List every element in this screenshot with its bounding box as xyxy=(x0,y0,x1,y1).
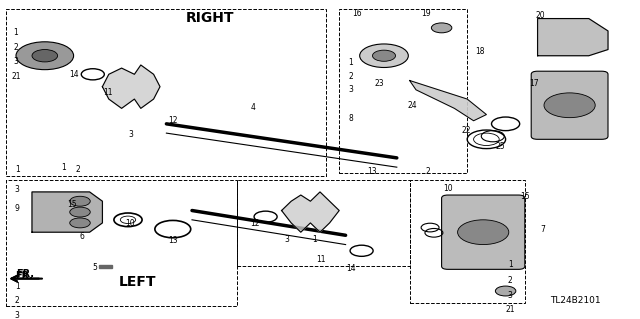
Text: 25: 25 xyxy=(495,142,506,151)
Text: 3: 3 xyxy=(129,130,134,139)
Text: 14: 14 xyxy=(68,70,79,79)
Text: 1: 1 xyxy=(15,282,20,291)
Circle shape xyxy=(458,220,509,245)
Text: 10: 10 xyxy=(443,184,453,193)
Text: 21: 21 xyxy=(506,305,515,314)
Text: 2: 2 xyxy=(15,296,20,305)
Polygon shape xyxy=(282,192,339,232)
Text: RIGHT: RIGHT xyxy=(186,11,234,25)
Text: 3: 3 xyxy=(13,57,19,66)
Text: FR.: FR. xyxy=(15,271,33,281)
Text: 10: 10 xyxy=(125,219,135,228)
FancyBboxPatch shape xyxy=(442,195,525,269)
Text: 2: 2 xyxy=(348,72,353,81)
Text: 21: 21 xyxy=(12,72,20,81)
Text: 1: 1 xyxy=(312,235,317,244)
Text: 8: 8 xyxy=(348,114,353,123)
Text: 13: 13 xyxy=(168,236,178,245)
Circle shape xyxy=(360,44,408,68)
Text: 5: 5 xyxy=(92,263,97,272)
Circle shape xyxy=(70,207,90,217)
Text: 1: 1 xyxy=(61,163,67,172)
Text: 4: 4 xyxy=(250,103,255,112)
Text: 7: 7 xyxy=(540,225,545,234)
Text: 22: 22 xyxy=(461,126,470,136)
Text: 3: 3 xyxy=(284,235,289,244)
Text: 18: 18 xyxy=(476,47,484,56)
Text: 11: 11 xyxy=(103,88,112,97)
FancyBboxPatch shape xyxy=(531,71,608,139)
Polygon shape xyxy=(538,19,608,56)
Text: 24: 24 xyxy=(408,101,418,110)
Text: LEFT: LEFT xyxy=(118,275,156,289)
Text: 15: 15 xyxy=(67,200,77,210)
Text: 15: 15 xyxy=(520,192,530,201)
Text: 2: 2 xyxy=(425,167,430,176)
Text: 3: 3 xyxy=(508,291,513,300)
Text: 1: 1 xyxy=(508,260,513,269)
Circle shape xyxy=(431,23,452,33)
Polygon shape xyxy=(102,65,160,108)
Circle shape xyxy=(70,196,90,206)
Text: 3: 3 xyxy=(15,185,20,194)
Text: 23: 23 xyxy=(374,79,384,88)
Text: 12: 12 xyxy=(250,219,259,228)
Text: 2: 2 xyxy=(508,276,513,285)
Circle shape xyxy=(495,286,516,296)
Polygon shape xyxy=(32,192,102,232)
Text: 16: 16 xyxy=(352,10,362,19)
Polygon shape xyxy=(99,265,112,268)
Circle shape xyxy=(544,93,595,118)
Circle shape xyxy=(32,49,58,62)
Text: 9: 9 xyxy=(15,204,20,213)
Text: TL24B2101: TL24B2101 xyxy=(550,296,601,305)
Text: 1: 1 xyxy=(15,165,20,174)
Text: 20: 20 xyxy=(536,11,546,20)
Text: 2: 2 xyxy=(76,165,81,174)
Circle shape xyxy=(16,42,74,70)
Text: 19: 19 xyxy=(420,10,431,19)
Text: 12: 12 xyxy=(168,116,177,125)
Text: 2: 2 xyxy=(13,42,19,52)
Circle shape xyxy=(70,218,90,228)
Text: 3: 3 xyxy=(348,85,353,94)
Text: 3: 3 xyxy=(15,311,20,319)
Text: 13: 13 xyxy=(367,167,378,176)
Text: FR.: FR. xyxy=(16,269,34,279)
Text: 17: 17 xyxy=(529,79,540,88)
Text: 1: 1 xyxy=(13,28,19,37)
Text: 1: 1 xyxy=(348,58,353,67)
Circle shape xyxy=(372,50,396,61)
Text: 6: 6 xyxy=(79,232,84,241)
Text: 14: 14 xyxy=(346,264,356,273)
Text: 11: 11 xyxy=(317,255,326,263)
Polygon shape xyxy=(410,80,486,121)
